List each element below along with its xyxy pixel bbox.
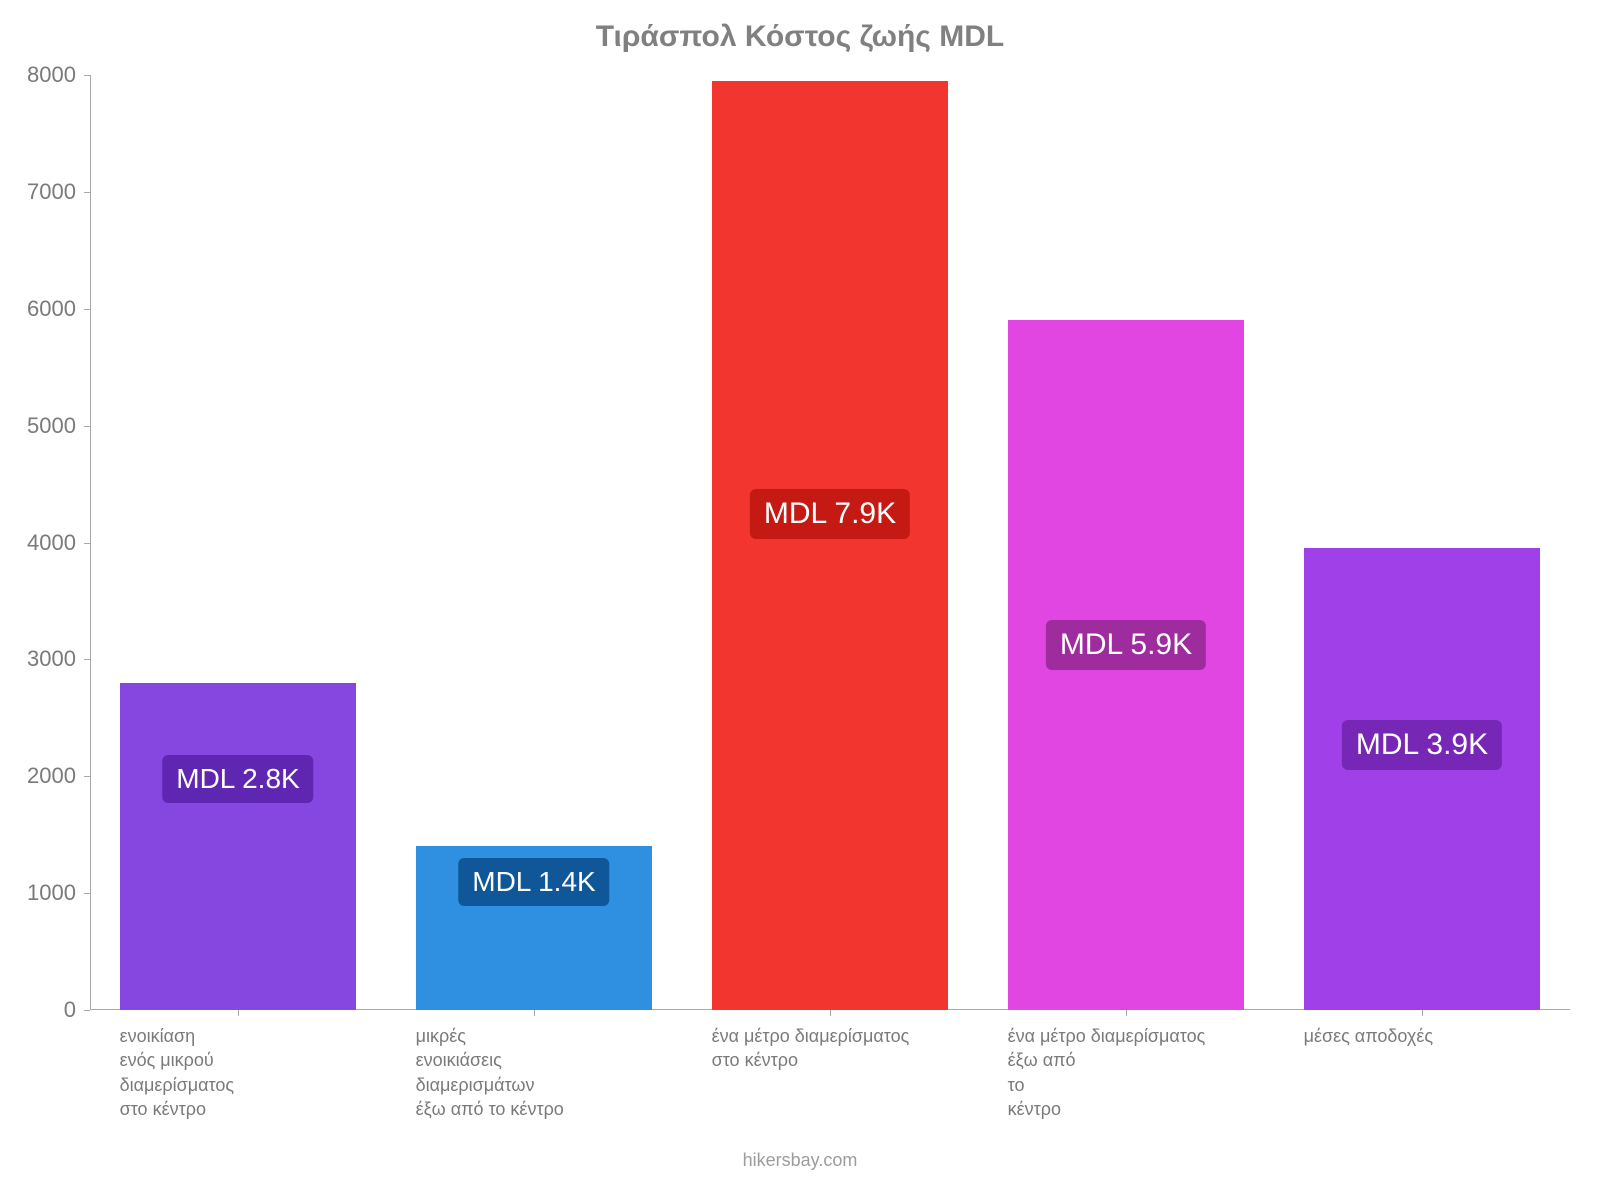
y-tick-mark xyxy=(84,192,90,193)
x-axis-label: ενοικίασηενός μικρούδιαμερίσματοςστο κέν… xyxy=(120,1024,235,1121)
value-badge: MDL 7.9K xyxy=(750,489,910,539)
y-tick-mark xyxy=(84,309,90,310)
y-tick-label: 1000 xyxy=(27,880,76,906)
y-tick-label: 4000 xyxy=(27,530,76,556)
y-tick-mark xyxy=(84,659,90,660)
x-tick-mark xyxy=(1126,1010,1127,1016)
x-tick-mark xyxy=(830,1010,831,1016)
bar: MDL 1.4K xyxy=(416,846,653,1010)
y-tick-label: 8000 xyxy=(27,62,76,88)
y-tick-label: 2000 xyxy=(27,763,76,789)
y-tick-mark xyxy=(84,426,90,427)
y-tick-mark xyxy=(84,776,90,777)
y-tick-label: 0 xyxy=(64,997,76,1023)
bar: MDL 7.9K xyxy=(712,81,949,1010)
x-tick-mark xyxy=(238,1010,239,1016)
chart-footer: hikersbay.com xyxy=(0,1150,1600,1171)
x-axis-label: μικρέςενοικιάσειςδιαμερισμάτωνέξω από το… xyxy=(416,1024,564,1121)
value-badge: MDL 3.9K xyxy=(1342,720,1502,770)
bar: MDL 2.8K xyxy=(120,683,357,1010)
value-badge: MDL 5.9K xyxy=(1046,620,1206,670)
y-tick-label: 6000 xyxy=(27,296,76,322)
x-axis-label: ένα μέτρο διαμερίσματοςέξω απότοκέντρο xyxy=(1008,1024,1206,1121)
y-tick-label: 3000 xyxy=(27,646,76,672)
chart-container: Τιράσπολ Κόστος ζωής MDL MDL 2.8K MDL 1.4… xyxy=(0,0,1600,1200)
chart-title: Τιράσπολ Κόστος ζωής MDL xyxy=(0,20,1600,54)
plot-area: MDL 2.8K MDL 1.4K MDL 7.9K MDL 5.9K MDL 3.9K xyxy=(90,75,1570,1010)
y-tick-mark xyxy=(84,75,90,76)
value-badge: MDL 1.4K xyxy=(458,858,609,906)
y-tick-mark xyxy=(84,893,90,894)
value-badge: MDL 2.8K xyxy=(162,755,313,803)
y-axis-line xyxy=(90,75,91,1010)
x-tick-mark xyxy=(534,1010,535,1016)
y-tick-mark xyxy=(84,543,90,544)
y-tick-label: 7000 xyxy=(27,179,76,205)
y-tick-mark xyxy=(84,1010,90,1011)
bar: MDL 3.9K xyxy=(1304,548,1541,1010)
x-axis-label: μέσες αποδοχές xyxy=(1304,1024,1433,1048)
x-axis-label: ένα μέτρο διαμερίσματοςστο κέντρο xyxy=(712,1024,910,1073)
bar: MDL 5.9K xyxy=(1008,320,1245,1010)
x-tick-mark xyxy=(1422,1010,1423,1016)
y-tick-label: 5000 xyxy=(27,413,76,439)
